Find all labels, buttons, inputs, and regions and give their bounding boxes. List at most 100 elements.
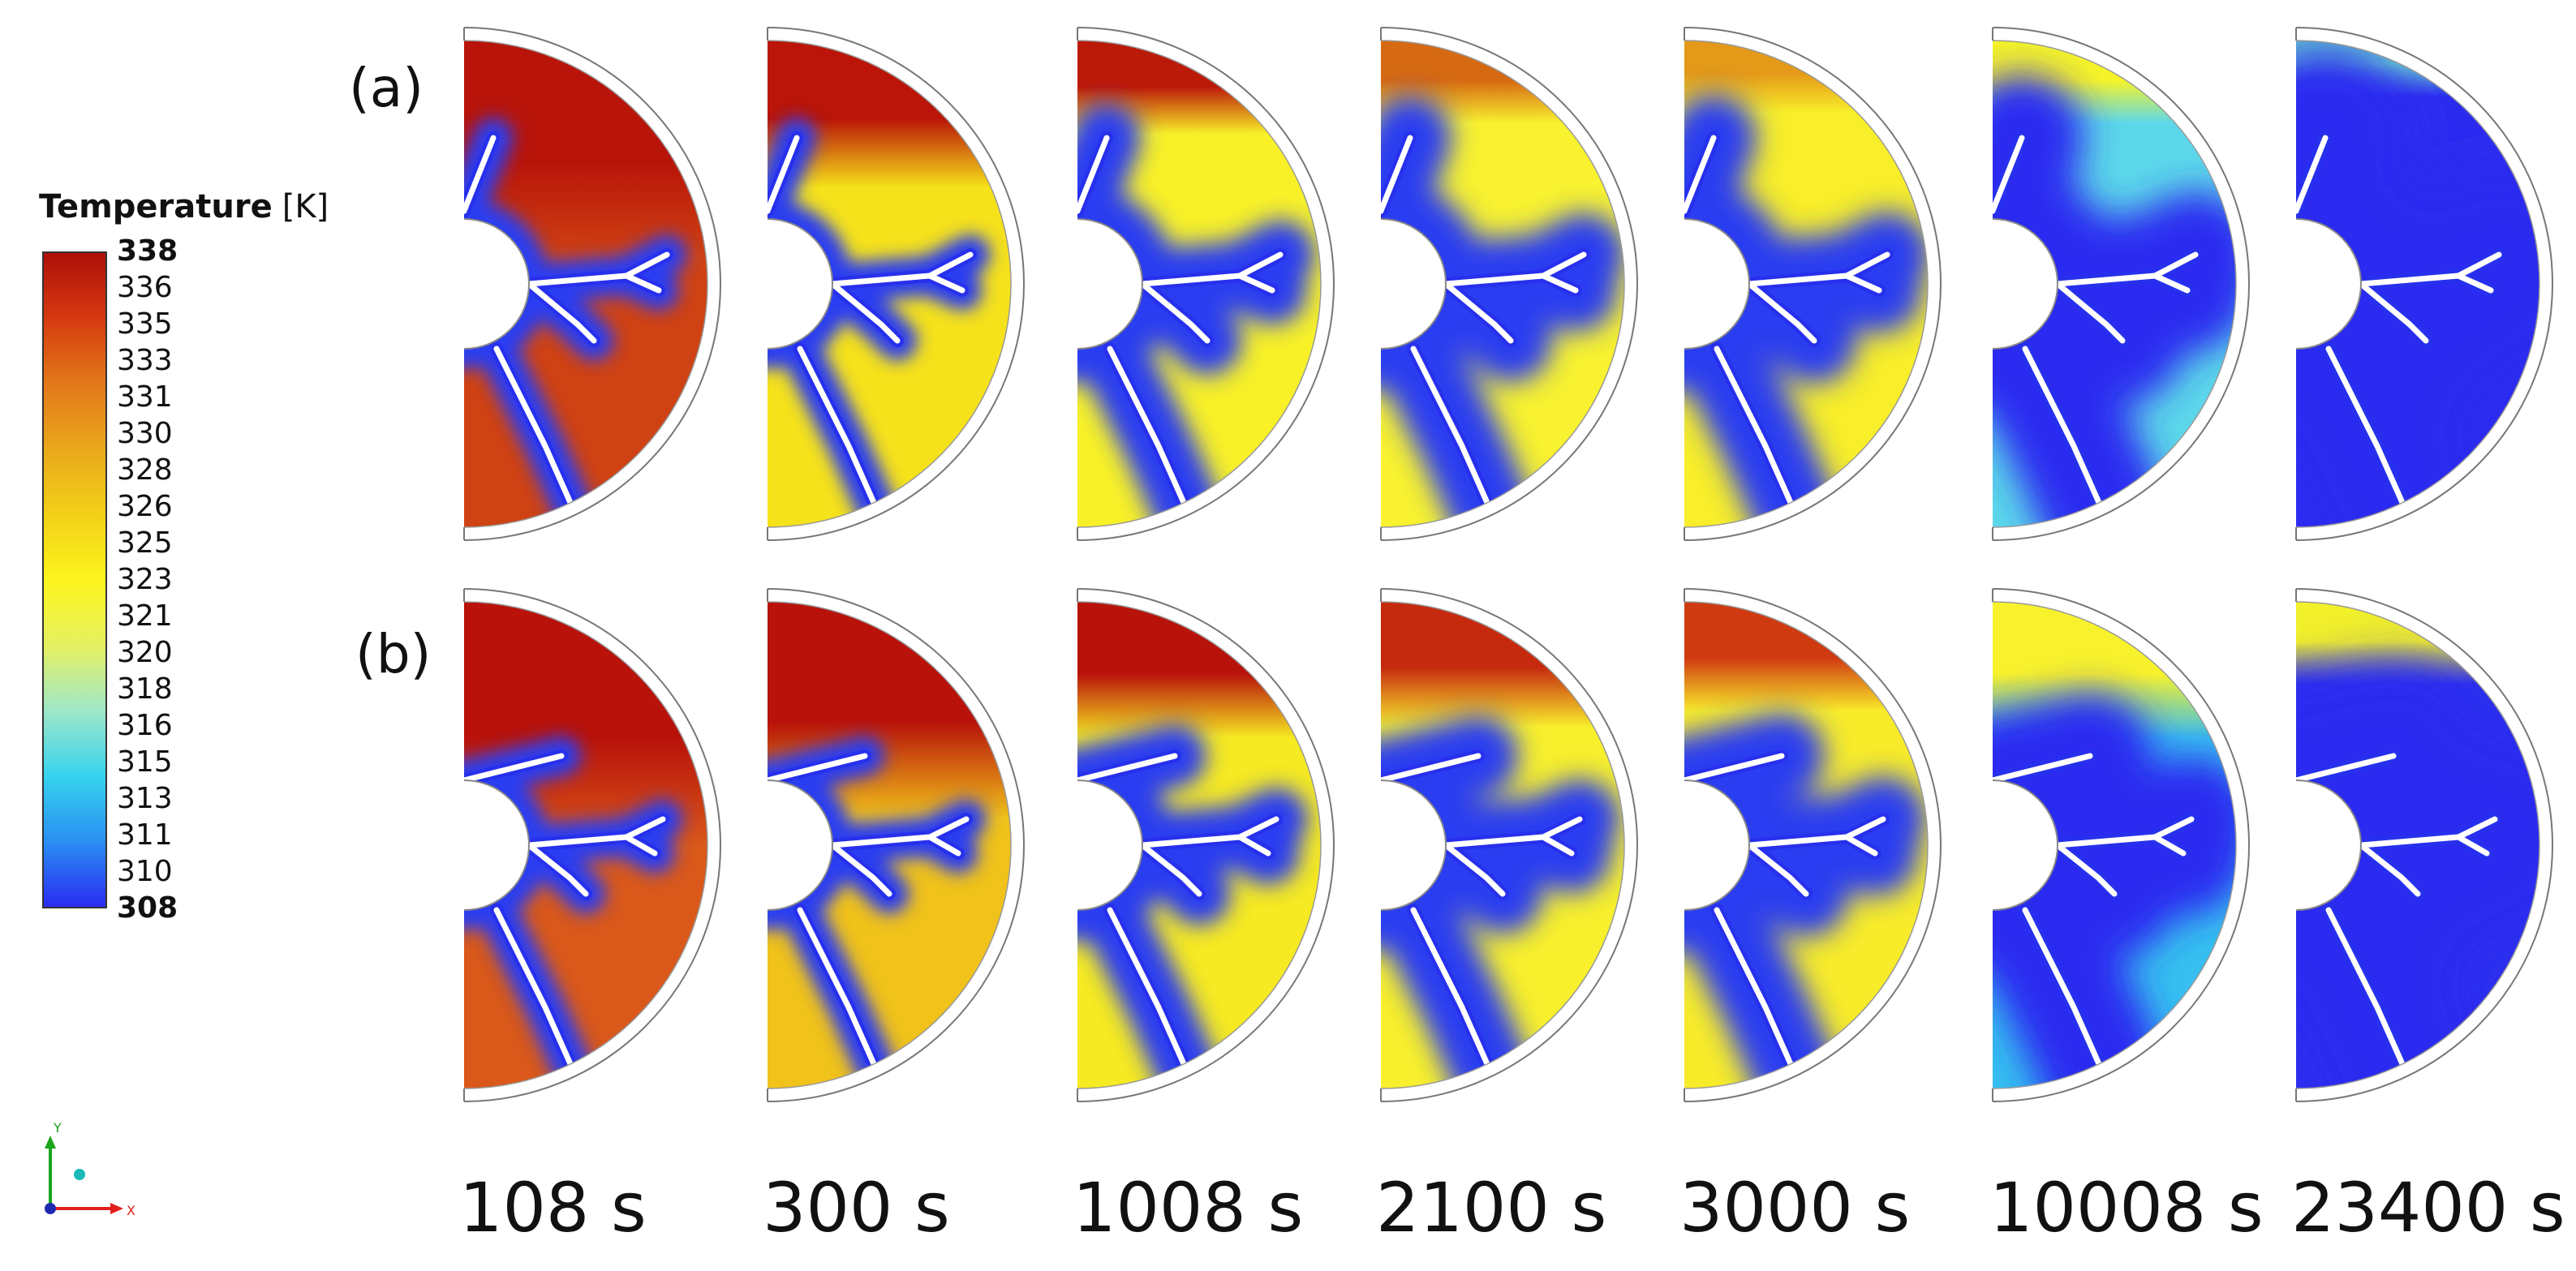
row-label-a: (a) [349, 57, 424, 119]
fin [1139, 281, 1211, 344]
time-label-3: 1008 s [1073, 1168, 1304, 1247]
fin [2325, 907, 2413, 1084]
fin [2358, 842, 2421, 897]
fin [927, 273, 965, 294]
legend-tick: 336 [117, 271, 173, 304]
fin [1673, 208, 1688, 218]
fin [797, 907, 884, 1084]
fin [526, 842, 589, 897]
fin [2152, 834, 2187, 857]
temperature-panel-a-7 [2285, 27, 2553, 541]
fin [1981, 208, 1996, 218]
temperature-panel-b-1 [461, 588, 721, 1102]
fin [1378, 753, 1482, 784]
fin [623, 834, 658, 857]
fin [2022, 346, 2109, 522]
time-label-6: 10008 s [1989, 1168, 2264, 1247]
time-label-2: 300 s [763, 1168, 950, 1247]
legend-tick: 320 [117, 636, 173, 669]
fin [493, 907, 581, 1084]
legend-tick: 331 [117, 380, 173, 414]
fin [461, 135, 497, 214]
fin [2358, 281, 2429, 344]
legend-tick: 326 [117, 490, 173, 523]
legend-title: Temperature [K] [39, 188, 329, 225]
temperature-panel-b-5 [1681, 588, 1942, 1102]
fin [764, 753, 868, 784]
legend-tick: 328 [117, 453, 173, 487]
fin [453, 208, 467, 218]
fin [526, 281, 597, 344]
time-label-7: 23400 s [2291, 1168, 2565, 1247]
fin [1074, 135, 1110, 214]
temperature-panel-a-2 [756, 27, 1025, 541]
legend-unit: [K] [282, 188, 329, 225]
y-axis-label: Y [53, 1121, 62, 1136]
fin [1074, 753, 1178, 784]
fin [829, 281, 901, 344]
fin [1443, 281, 1514, 344]
fin [1746, 842, 1809, 897]
fin [1681, 135, 1717, 214]
temperature-panel-a-4 [1370, 27, 1638, 541]
fin [1378, 135, 1413, 214]
fin [1714, 907, 1801, 1084]
temperature-panel-a-6 [1981, 27, 2250, 541]
temperature-panel-a-3 [1066, 27, 1335, 541]
fin [1410, 907, 1498, 1084]
fin [2455, 834, 2490, 857]
fin [1139, 842, 1202, 897]
fin [493, 346, 581, 522]
fin [1843, 273, 1882, 294]
legend-tick: 321 [117, 599, 173, 633]
fin [927, 834, 961, 857]
fin [1066, 208, 1081, 218]
fin [623, 273, 662, 294]
fin [461, 753, 565, 784]
fin [797, 346, 884, 522]
fin [2054, 281, 2126, 344]
legend-tick: 315 [117, 745, 173, 779]
fin [829, 842, 892, 897]
fin [1989, 753, 2093, 784]
legend-title-text: Temperature [39, 188, 273, 225]
temperature-panel-b-7 [2293, 588, 2553, 1102]
legend-tick: 325 [117, 526, 173, 560]
temperature-panel-a-5 [1673, 27, 1942, 541]
temperature-panel-b-4 [1378, 588, 1638, 1102]
time-label-1: 108 s [459, 1168, 647, 1247]
fin [1540, 273, 1579, 294]
x-axis-label: X [127, 1203, 135, 1218]
fin [2293, 753, 2397, 784]
time-label-4: 2100 s [1376, 1168, 1607, 1247]
time-label-5: 3000 s [1679, 1168, 1911, 1247]
fin [1236, 834, 1271, 857]
fin [1370, 208, 1384, 218]
fin [2455, 273, 2494, 294]
fin [1410, 346, 1498, 522]
fin [1843, 834, 1878, 857]
legend-tick: 318 [117, 672, 173, 706]
legend-tick: 323 [117, 563, 173, 596]
fin [2325, 346, 2413, 522]
legend-tick: 308 [117, 891, 178, 925]
fin [2022, 907, 2109, 1084]
fin [1540, 834, 1575, 857]
legend-colorbar [42, 251, 107, 908]
fin [2054, 842, 2118, 897]
fin [1989, 135, 2025, 214]
temperature-panel-a-1 [453, 27, 721, 541]
temperature-panel-b-3 [1074, 588, 1335, 1102]
fin [1443, 842, 1506, 897]
legend-tick: 333 [117, 344, 173, 377]
legend-tick: 316 [117, 709, 173, 742]
legend-tick: 311 [117, 818, 173, 852]
fin [764, 135, 800, 214]
fin [1746, 281, 1817, 344]
fin [1236, 273, 1275, 294]
fin [2293, 135, 2329, 214]
fin [1107, 907, 1194, 1084]
legend-tick: 335 [117, 307, 173, 341]
legend-tick: 313 [117, 782, 173, 815]
legend-tick: 310 [117, 855, 173, 888]
